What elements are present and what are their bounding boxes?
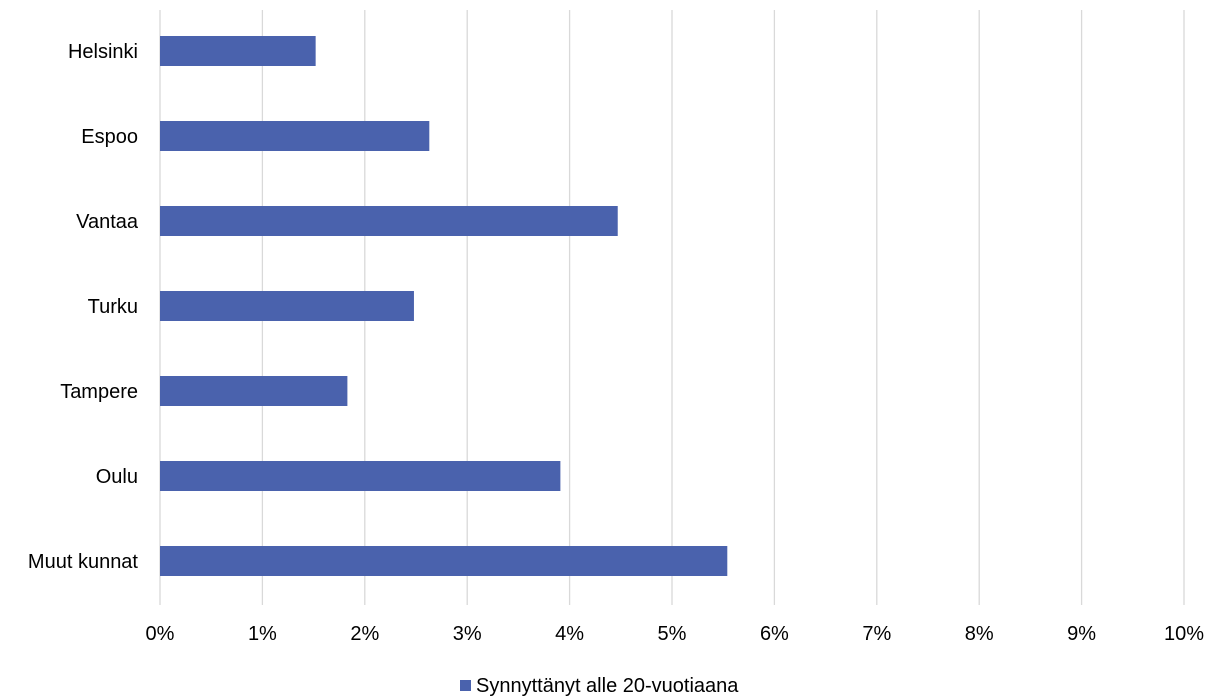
legend-swatch [460, 680, 471, 691]
x-tick-label: 8% [965, 623, 994, 645]
bar [160, 291, 414, 321]
bar [160, 36, 316, 66]
bar [160, 206, 618, 236]
x-tick-label: 1% [248, 623, 277, 645]
category-label: Muut kunnat [28, 551, 139, 573]
x-tick-label: 7% [862, 623, 891, 645]
category-label: Espoo [81, 126, 138, 148]
legend: Synnyttänyt alle 20-vuotiaana [460, 675, 739, 697]
x-tick-label: 0% [146, 623, 175, 645]
x-tick-label: 5% [658, 623, 687, 645]
bars [160, 36, 728, 576]
bar [160, 121, 430, 151]
bar [160, 376, 348, 406]
legend-label: Synnyttänyt alle 20-vuotiaana [476, 675, 739, 697]
category-labels: Helsinki Espoo Vantaa Turku Tampere Oulu Muut … [28, 41, 139, 573]
category-label: Vantaa [76, 211, 139, 233]
x-tick-labels: 0% 1% 2% 3% 4% 5% 6% 7% 8% 9% 10% [146, 623, 1205, 645]
x-tick-label: 10% [1164, 623, 1204, 645]
category-label: Helsinki [68, 41, 138, 63]
x-tick-label: 2% [350, 623, 379, 645]
bar [160, 461, 561, 491]
x-tick-label: 6% [760, 623, 789, 645]
x-tick-label: 3% [453, 623, 482, 645]
gridlines [159, 10, 1185, 605]
bar [160, 546, 728, 576]
category-label: Oulu [96, 466, 138, 488]
x-tick-label: 4% [555, 623, 584, 645]
x-tick-label: 9% [1067, 623, 1096, 645]
category-label: Turku [88, 296, 138, 318]
category-label: Tampere [60, 381, 138, 403]
